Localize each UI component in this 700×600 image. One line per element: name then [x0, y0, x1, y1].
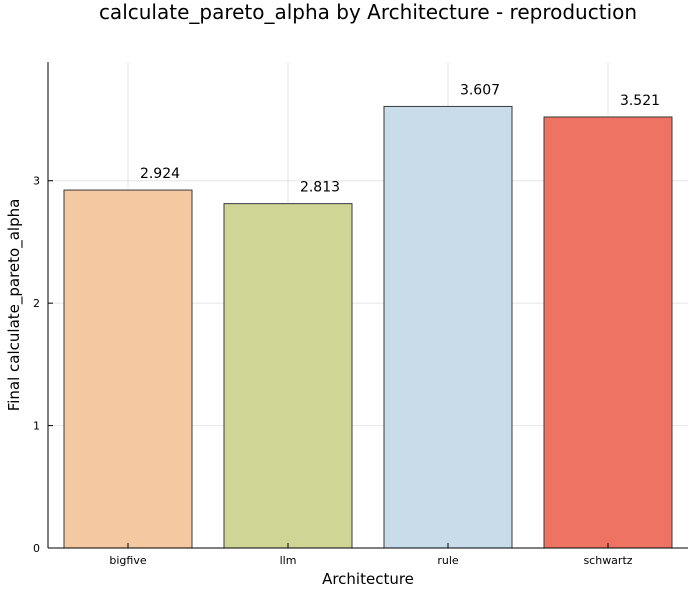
x-tick-label: bigfive [109, 554, 146, 567]
x-tick-label: schwartz [583, 554, 632, 567]
value-label: 3.607 [460, 82, 500, 98]
y-tick-label: 3 [33, 175, 40, 188]
x-tick-label: llm [280, 554, 297, 567]
value-label: 3.521 [620, 93, 660, 109]
y-tick-label: 2 [33, 297, 40, 310]
bar-bigfive [63, 189, 193, 549]
x-axis-label: Architecture [322, 570, 414, 588]
chart-title: calculate_pareto_alpha by Architecture -… [98, 0, 638, 24]
y-tick-label: 0 [33, 542, 40, 555]
bar-rule [383, 105, 513, 549]
bar-schwartz [543, 116, 673, 549]
x-tick-label: rule [437, 554, 459, 567]
value-label: 2.813 [300, 180, 340, 196]
y-tick-label: 1 [33, 420, 40, 433]
bar-llm [223, 203, 353, 549]
value-label: 2.924 [140, 166, 180, 182]
